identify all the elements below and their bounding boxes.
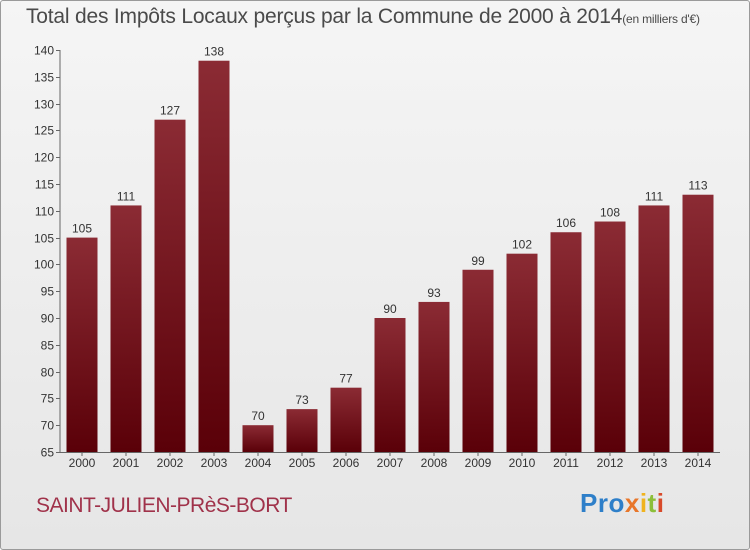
value-label-2005: 73 — [295, 393, 309, 407]
x-tick-label-2005: 2005 — [289, 456, 316, 470]
bar-2001 — [110, 205, 142, 452]
y-tick-label: 75 — [41, 392, 55, 406]
y-tick-label: 65 — [41, 446, 55, 460]
proxiti-logo: Proxiti — [580, 488, 664, 519]
chart-title-text: Total des Impôts Locaux perçus par la Co… — [26, 5, 623, 28]
logo-part: i — [639, 488, 648, 518]
value-label-2003: 138 — [204, 45, 224, 59]
x-tick-label-2014: 2014 — [685, 456, 712, 470]
chart-y-ticks: 65 70 75 80 85 90 95 100 105 110 115 120 125 130 135 14… — [34, 44, 60, 460]
x-tick-label-2006: 2006 — [333, 456, 360, 470]
x-tick-label-2012: 2012 — [597, 456, 624, 470]
chart-x-ticks: 2000 2001 2002 2003 2004 2005 2006 2007 2008 2009… — [69, 452, 712, 470]
value-label-2001: 111 — [117, 189, 136, 203]
value-label-2006: 77 — [339, 372, 353, 386]
x-tick-label-2007: 2007 — [377, 456, 404, 470]
y-tick-label: 70 — [41, 419, 55, 433]
chart-value-labels: 105 111 127 138 70 73 77 90 93 99 102 106 108 111 113 — [72, 45, 708, 423]
x-tick-label-2004: 2004 — [245, 456, 272, 470]
y-tick-label: 130 — [34, 98, 54, 112]
value-label-2002: 127 — [160, 104, 180, 118]
x-tick-label-2000: 2000 — [69, 456, 96, 470]
y-tick-label: 115 — [35, 178, 54, 192]
bar-2003 — [198, 60, 230, 452]
logo-part: x — [624, 488, 640, 518]
bar-2007 — [374, 318, 406, 452]
value-label-2008: 93 — [427, 286, 441, 300]
value-label-2011: 106 — [556, 216, 576, 230]
y-tick-label: 85 — [41, 339, 55, 353]
bar-2000 — [66, 237, 98, 452]
y-tick-label: 110 — [35, 205, 54, 219]
chart-title-unit: (en milliers d'€) — [622, 12, 700, 26]
y-tick-label: 140 — [34, 44, 54, 58]
value-label-2012: 108 — [600, 206, 620, 220]
bar-2006 — [330, 387, 362, 452]
chart-bars — [66, 60, 714, 453]
x-tick-label-2011: 2011 — [553, 456, 579, 470]
x-tick-label-2009: 2009 — [465, 456, 492, 470]
x-tick-label-2008: 2008 — [421, 456, 448, 470]
value-label-2007: 90 — [383, 302, 397, 316]
bar-2008 — [418, 301, 450, 452]
bar-2010 — [506, 253, 538, 452]
y-tick-label: 125 — [34, 124, 54, 138]
y-tick-label: 80 — [41, 366, 55, 380]
x-tick-label-2010: 2010 — [509, 456, 536, 470]
commune-name: SAINT-JULIEN-PRèS-BORT — [36, 494, 292, 517]
y-tick-label: 105 — [34, 232, 54, 246]
x-tick-label-2001: 2001 — [113, 456, 140, 470]
chart-title: Total des Impôts Locaux perçus par la Co… — [26, 5, 700, 29]
bar-2005 — [286, 409, 318, 452]
value-label-2000: 105 — [72, 222, 92, 236]
value-label-2013: 111 — [645, 189, 664, 203]
bar-2013 — [638, 205, 670, 452]
value-label-2010: 102 — [512, 238, 532, 252]
y-tick-label: 90 — [41, 312, 55, 326]
y-tick-label: 135 — [34, 71, 54, 85]
x-tick-label-2002: 2002 — [157, 456, 184, 470]
y-tick-label: 100 — [34, 258, 54, 272]
bar-2012 — [594, 221, 626, 452]
bar-2014 — [682, 194, 714, 452]
value-label-2009: 99 — [471, 254, 485, 268]
bar-2002 — [154, 119, 186, 453]
bar-2009 — [462, 269, 494, 452]
bar-2004 — [242, 425, 274, 452]
y-tick-label: 120 — [34, 151, 54, 165]
logo-part: t — [647, 488, 657, 518]
x-tick-label-2013: 2013 — [641, 456, 668, 470]
value-label-2014: 113 — [688, 179, 707, 193]
logo-part: i — [656, 488, 665, 518]
logo-part: Pro — [580, 488, 625, 518]
bar-2011 — [550, 232, 582, 452]
x-tick-label-2003: 2003 — [201, 456, 228, 470]
y-tick-label: 95 — [41, 285, 55, 299]
value-label-2004: 70 — [251, 409, 265, 423]
